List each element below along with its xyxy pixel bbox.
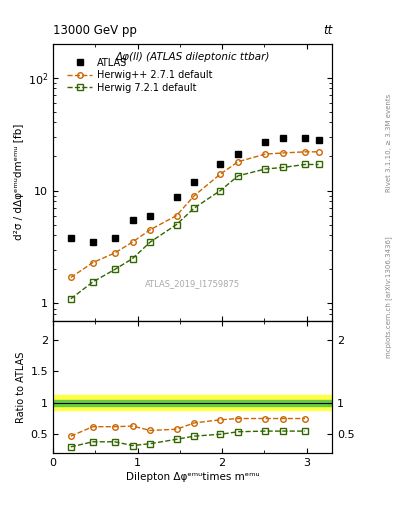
Herwig++ 2.7.1 default [303, 149, 307, 155]
Text: tt: tt [323, 25, 332, 37]
Herwig 7.2.1 default [174, 222, 179, 228]
ATLAS [303, 135, 307, 141]
ATLAS [192, 179, 196, 185]
Text: ATLAS_2019_I1759875: ATLAS_2019_I1759875 [145, 279, 240, 288]
Herwig++ 2.7.1 default [148, 227, 152, 233]
Herwig++ 2.7.1 default [236, 159, 241, 165]
Line: Herwig 7.2.1 default: Herwig 7.2.1 default [68, 162, 321, 302]
Herwig++ 2.7.1 default [130, 239, 135, 245]
Herwig 7.2.1 default [68, 296, 73, 302]
Herwig 7.2.1 default [192, 205, 196, 211]
Text: Δφ(ll) (ATLAS dileptonic ttbar): Δφ(ll) (ATLAS dileptonic ttbar) [116, 52, 270, 62]
Herwig 7.2.1 default [148, 239, 152, 245]
Herwig 7.2.1 default [236, 173, 241, 179]
Text: mcplots.cern.ch [arXiv:1306.3436]: mcplots.cern.ch [arXiv:1306.3436] [386, 236, 392, 358]
Y-axis label: d²σ / dΔφᵉᵐᵘdmᵉᵐᵘ [fb]: d²σ / dΔφᵉᵐᵘdmᵉᵐᵘ [fb] [14, 124, 24, 241]
Herwig++ 2.7.1 default [316, 149, 321, 155]
Herwig 7.2.1 default [130, 255, 135, 262]
Herwig 7.2.1 default [316, 161, 321, 167]
ATLAS [263, 139, 268, 145]
Line: ATLAS: ATLAS [67, 135, 322, 245]
ATLAS [148, 212, 152, 219]
Herwig 7.2.1 default [281, 164, 285, 170]
ATLAS [130, 217, 135, 223]
ATLAS [112, 235, 117, 241]
Herwig++ 2.7.1 default [263, 151, 268, 157]
Y-axis label: Ratio to ATLAS: Ratio to ATLAS [17, 351, 26, 423]
ATLAS [90, 239, 95, 245]
Herwig 7.2.1 default [263, 166, 268, 172]
Herwig++ 2.7.1 default [90, 260, 95, 266]
ATLAS [174, 194, 179, 200]
ATLAS [281, 135, 285, 141]
Text: 13000 GeV pp: 13000 GeV pp [53, 25, 137, 37]
ATLAS [218, 161, 223, 167]
Legend: ATLAS, Herwig++ 2.7.1 default, Herwig 7.2.1 default: ATLAS, Herwig++ 2.7.1 default, Herwig 7.… [64, 54, 216, 97]
ATLAS [236, 151, 241, 157]
Herwig 7.2.1 default [90, 279, 95, 285]
Herwig 7.2.1 default [112, 266, 117, 272]
ATLAS [316, 137, 321, 143]
X-axis label: Dilepton Δφᵉᵐᵘtimes mᵉᵐᵘ: Dilepton Δφᵉᵐᵘtimes mᵉᵐᵘ [126, 472, 259, 482]
Herwig++ 2.7.1 default [112, 250, 117, 256]
Herwig++ 2.7.1 default [174, 212, 179, 219]
Herwig++ 2.7.1 default [192, 193, 196, 199]
Herwig++ 2.7.1 default [68, 274, 73, 281]
Herwig++ 2.7.1 default [218, 171, 223, 177]
Text: Rivet 3.1.10, ≥ 3.3M events: Rivet 3.1.10, ≥ 3.3M events [386, 94, 392, 193]
Herwig 7.2.1 default [218, 187, 223, 194]
Herwig++ 2.7.1 default [281, 150, 285, 156]
Line: Herwig++ 2.7.1 default: Herwig++ 2.7.1 default [68, 149, 321, 280]
Herwig 7.2.1 default [303, 161, 307, 167]
ATLAS [68, 235, 73, 241]
